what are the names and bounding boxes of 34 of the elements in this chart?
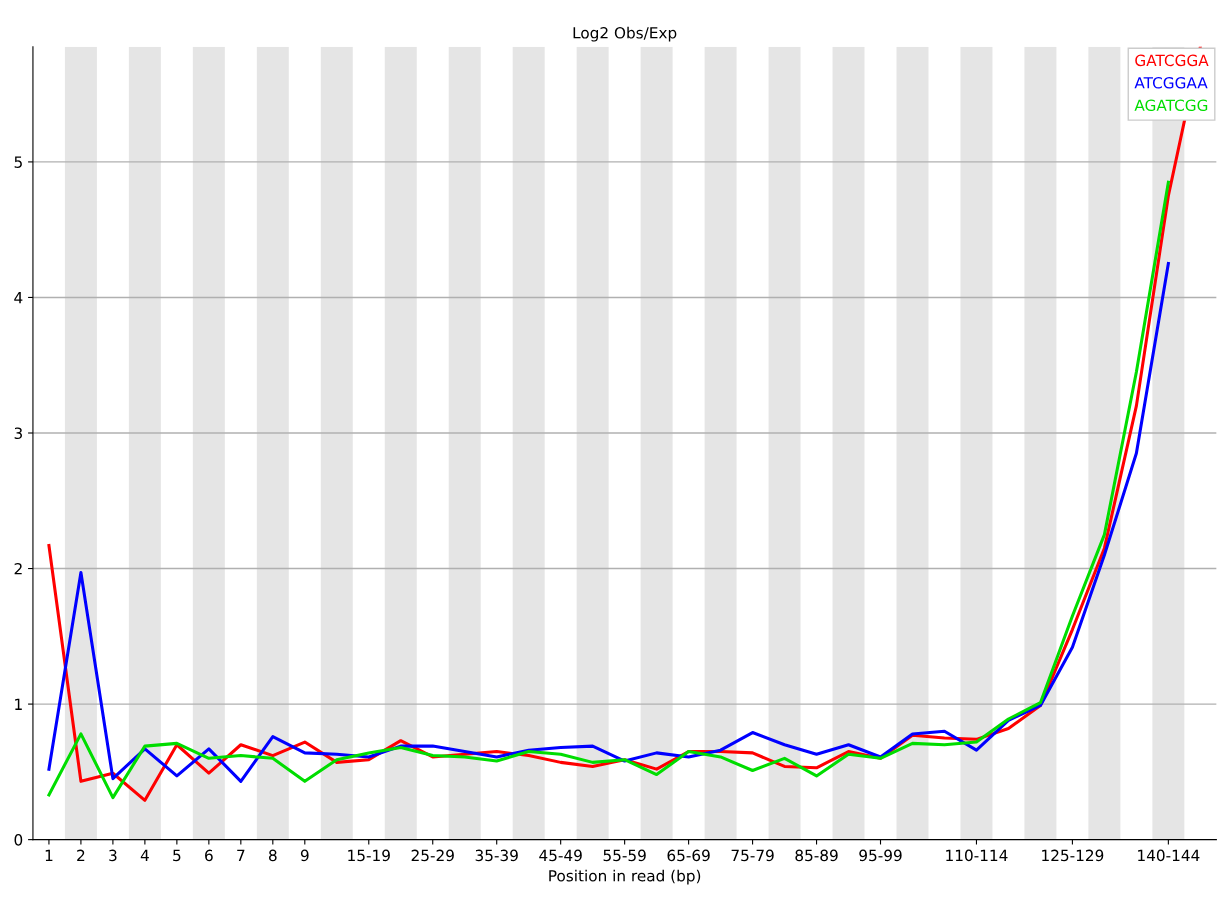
x-axis-title: Position in read (bp)	[549, 869, 701, 885]
chart-title: Log2 Obs/Exp	[573, 26, 677, 42]
x-tick-label: 110-114	[946, 849, 1008, 862]
y-tick-label: 3	[14, 427, 22, 440]
x-tick-label: 75-79	[731, 849, 774, 862]
line-series	[47, 180, 1170, 800]
x-tick-label: 95-99	[859, 849, 902, 862]
text: AGATCGG	[1134, 99, 1208, 112]
x-tick-label: 15-19	[348, 849, 390, 862]
x-tick-label: 6	[205, 849, 213, 862]
x-tick-label: 3	[109, 849, 117, 862]
x-tick-label: 4	[140, 849, 149, 861]
x-tick-label: 35-39	[475, 849, 518, 862]
x-tick-label: 9	[300, 849, 309, 862]
x-tick-label: 2	[77, 849, 85, 861]
x-tick-label: 45-49	[539, 849, 582, 862]
series-label: GATCGGA	[1135, 54, 1209, 67]
text: ATCGGAA	[1134, 77, 1208, 89]
x-tick-label: 1	[45, 849, 53, 861]
x-tick-label: 85-89	[795, 849, 838, 862]
y-tick-label: 2	[14, 563, 22, 575]
x-tick-label: 55-59	[603, 849, 646, 862]
x-tick-label: 5	[173, 849, 181, 862]
y-tick-label: 1	[15, 698, 22, 710]
x-tick-label: 65-69	[667, 849, 710, 862]
y-tick-label: 4	[14, 292, 23, 304]
y-tick-label: 5	[14, 156, 22, 168]
x-tick-label: 140-144	[1138, 849, 1200, 862]
x-tick-label: 25-29	[411, 849, 454, 862]
x-tick-label: 125-129	[1042, 849, 1104, 862]
y-tick-label: 0	[14, 834, 23, 846]
x-tick-label: 7	[237, 849, 245, 861]
x-tick-label: 8	[268, 849, 277, 862]
line-series	[47, 262, 1170, 783]
